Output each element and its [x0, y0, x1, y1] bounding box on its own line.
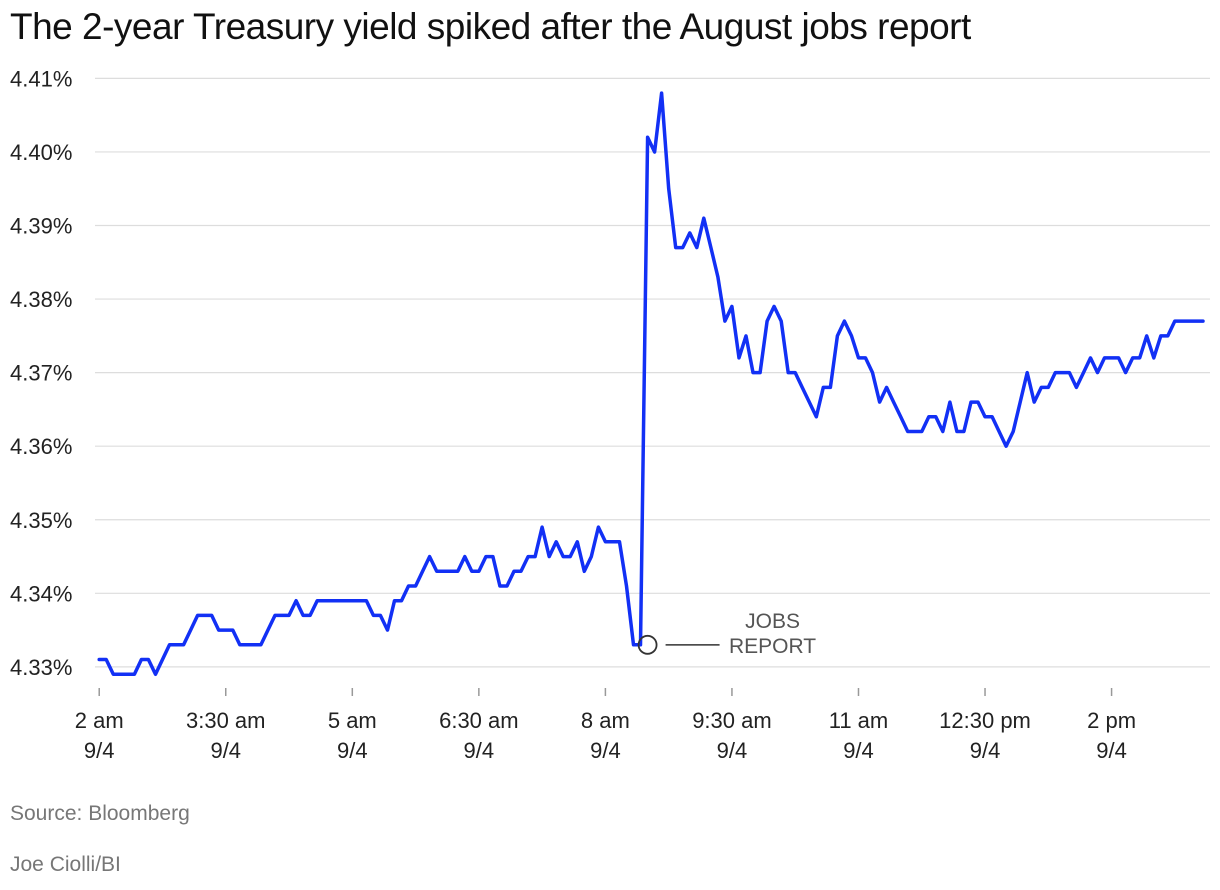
- x-tick-label: 8 am: [581, 708, 630, 733]
- y-tick-label: 4.41%: [10, 66, 72, 91]
- x-tick-date-label: 9/4: [84, 738, 115, 763]
- y-tick-label: 4.37%: [10, 361, 72, 386]
- author-credit: Joe Ciolli/BI: [10, 853, 121, 876]
- y-tick-label: 4.39%: [10, 214, 72, 239]
- x-tick-date-label: 9/4: [970, 738, 1001, 763]
- x-tick-label: 11 am: [829, 708, 889, 733]
- x-axis-tick-labels: 2 am 9/4 3:30 am 9/4 5 am 9/4 6:30 am 9/4 8 am 9/…: [75, 708, 1136, 763]
- x-tick-label: 6:30 am: [439, 708, 519, 733]
- x-tick-label: 2 am: [75, 708, 124, 733]
- yield-series-line: [97, 91, 1205, 677]
- y-tick-label: 4.38%: [10, 287, 72, 312]
- x-tick-label: 12:30 pm: [939, 708, 1031, 733]
- y-tick-label: 4.36%: [10, 434, 72, 459]
- x-tick-label: 9:30 am: [692, 708, 772, 733]
- x-axis: [98, 688, 1113, 696]
- annotation-label-line2: REPORT: [729, 635, 816, 658]
- y-tick-label: 4.40%: [10, 140, 72, 165]
- y-tick-label: 4.33%: [10, 655, 72, 680]
- annotation-label-line1: JOBS: [745, 610, 800, 633]
- x-tick-date-label: 9/4: [843, 738, 874, 763]
- x-tick-label: 5 am: [328, 708, 377, 733]
- y-tick-label: 4.35%: [10, 508, 72, 533]
- source-note: Source: Bloomberg: [10, 802, 190, 825]
- line-chart: 4.33% 4.34% 4.35% 4.36% 4.37% 4.38% 4.39% 4.40%…: [10, 66, 1210, 763]
- x-tick-date-label: 9/4: [717, 738, 748, 763]
- x-tick-date-label: 9/4: [464, 738, 495, 763]
- chart-title: The 2-year Treasury yield spiked after t…: [10, 6, 971, 47]
- x-tick-label: 3:30 am: [186, 708, 266, 733]
- gridlines: [95, 77, 1210, 668]
- x-tick-date-label: 9/4: [1096, 738, 1127, 763]
- y-axis-tick-labels: 4.33% 4.34% 4.35% 4.36% 4.37% 4.38% 4.39% 4.40%…: [10, 66, 72, 680]
- annotation-marker: [637, 634, 658, 655]
- x-tick-date-label: 9/4: [590, 738, 621, 763]
- x-tick-date-label: 9/4: [210, 738, 241, 763]
- x-tick-label: 2 pm: [1087, 708, 1136, 733]
- x-tick-date-label: 9/4: [337, 738, 368, 763]
- y-tick-label: 4.34%: [10, 581, 72, 606]
- series-layer: [97, 91, 1205, 677]
